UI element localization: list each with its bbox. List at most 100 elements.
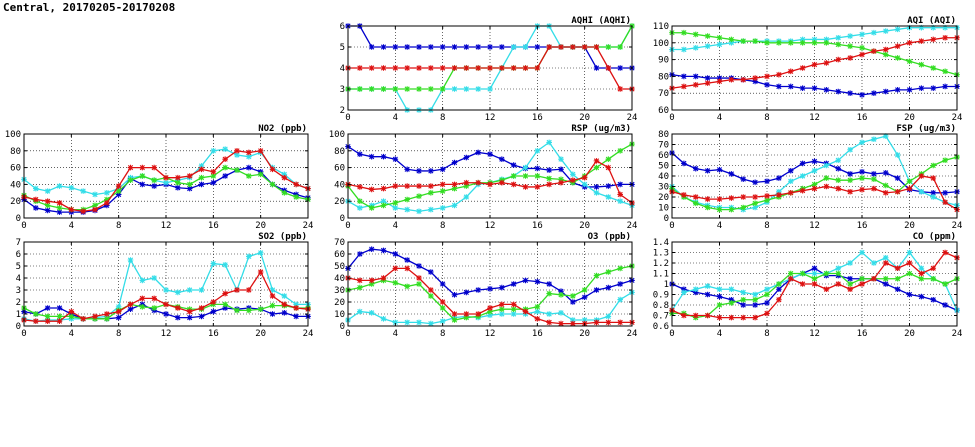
data-point-green: [882, 182, 889, 189]
data-point-red: [499, 65, 505, 71]
data-point-cyan: [871, 29, 877, 36]
y-tick-label: 100: [329, 130, 345, 140]
data-point-cyan: [416, 208, 422, 215]
y-tick-label: 20: [334, 197, 345, 207]
data-point-cyan: [293, 301, 299, 308]
data-point-red: [894, 265, 901, 272]
data-point-blue: [704, 75, 711, 81]
data-point-cyan: [942, 24, 948, 31]
data-point-cyan: [510, 44, 517, 50]
data-point-red: [728, 314, 735, 321]
data-point-cyan: [210, 260, 217, 267]
data-point-blue: [139, 181, 146, 188]
data-point-cyan: [151, 275, 157, 281]
y-tick-label: 80: [334, 147, 345, 157]
y-tick-label: 0.8: [653, 301, 669, 311]
data-point-cyan: [847, 260, 853, 266]
data-point-cyan: [906, 249, 913, 256]
data-point-red: [847, 286, 853, 293]
y-tick-label: 5: [340, 43, 345, 53]
data-point-cyan: [847, 146, 853, 153]
data-point-red: [847, 55, 853, 61]
data-point-blue: [198, 313, 205, 320]
x-tick-label: 8: [116, 329, 121, 339]
x-tick-label: 16: [208, 329, 219, 339]
data-point-green: [104, 316, 110, 322]
y-tick-label: 0.6: [653, 322, 669, 332]
data-point-green: [859, 175, 865, 181]
data-point-cyan: [859, 249, 865, 256]
data-point-red: [776, 192, 782, 198]
data-point-blue: [799, 160, 806, 167]
data-point-cyan: [257, 250, 264, 256]
data-point-red: [918, 270, 925, 277]
data-point-red: [605, 164, 612, 171]
data-point-green: [222, 164, 228, 171]
data-point-blue: [906, 87, 913, 93]
data-point-red: [593, 158, 600, 164]
data-point-red: [198, 305, 205, 311]
data-point-blue: [894, 87, 901, 93]
data-point-green: [823, 40, 830, 46]
data-point-cyan: [581, 317, 588, 323]
data-point-red: [704, 196, 711, 202]
data-point-red: [510, 65, 517, 71]
data-point-red: [558, 320, 564, 327]
x-tick-label: 24: [303, 329, 314, 339]
data-point-blue: [175, 314, 181, 321]
y-tick-label: 1.2: [653, 259, 669, 269]
data-point-cyan: [281, 293, 288, 299]
data-point-green: [546, 290, 552, 297]
data-point-green: [44, 202, 51, 209]
data-point-green: [811, 275, 818, 282]
data-point-red: [475, 65, 481, 71]
data-point-green: [428, 190, 434, 196]
data-point-blue: [930, 85, 937, 91]
data-point-blue: [380, 247, 387, 254]
data-point-red: [198, 166, 205, 173]
data-point-red: [380, 65, 387, 71]
data-point-red: [942, 199, 948, 206]
data-point-green: [428, 86, 434, 92]
y-tick-label: 30: [658, 183, 669, 193]
data-point-blue: [404, 257, 410, 263]
data-point-red: [823, 183, 830, 190]
data-point-green: [222, 301, 228, 308]
data-point-green: [906, 270, 913, 277]
data-point-blue: [428, 44, 434, 50]
data-point-green: [357, 284, 363, 291]
y-tick-label: 2: [16, 298, 21, 308]
data-point-green: [392, 200, 399, 206]
data-point-green: [871, 176, 877, 182]
data-point-blue: [740, 302, 747, 308]
data-point-blue: [546, 167, 552, 173]
data-point-red: [357, 184, 363, 190]
data-point-blue: [930, 296, 937, 303]
data-point-green: [692, 31, 699, 38]
data-point-green: [581, 287, 588, 293]
data-point-blue: [487, 286, 493, 292]
data-point-cyan: [380, 198, 387, 204]
data-point-green: [894, 275, 901, 282]
data-point-green: [186, 181, 193, 188]
data-point-blue: [871, 90, 877, 96]
data-point-green: [882, 51, 889, 58]
data-point-red: [799, 65, 806, 71]
data-point-green: [906, 58, 913, 65]
data-point-green: [752, 38, 758, 44]
y-tick-label: 40: [334, 180, 345, 190]
data-point-blue: [534, 278, 541, 285]
data-point-blue: [558, 166, 564, 173]
data-point-blue: [115, 191, 122, 198]
data-point-cyan: [799, 173, 806, 179]
data-point-red: [151, 164, 157, 171]
data-point-green: [357, 86, 363, 92]
data-point-blue: [811, 265, 818, 272]
data-point-red: [764, 73, 770, 80]
data-point-green: [704, 33, 711, 39]
data-point-blue: [44, 305, 51, 311]
data-point-red: [487, 181, 493, 188]
x-tick-label: 4: [393, 329, 398, 339]
